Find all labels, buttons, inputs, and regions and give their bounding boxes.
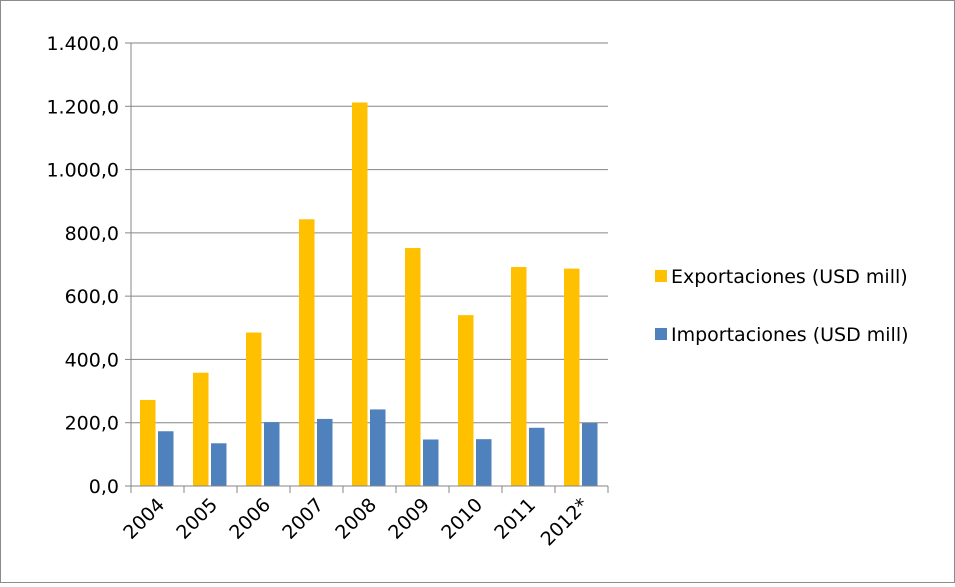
import-bar-2008 bbox=[370, 409, 386, 486]
y-tick-label: 1.200,0 bbox=[46, 96, 119, 118]
x-tick-label: 2007 bbox=[278, 494, 328, 544]
x-tick-label: 2005 bbox=[172, 494, 222, 544]
import-bar-2012 bbox=[582, 423, 598, 486]
legend-swatch bbox=[655, 328, 667, 340]
x-tick-label: 2012* bbox=[537, 494, 593, 550]
export-bar-2004 bbox=[140, 399, 156, 486]
import-bar-2005 bbox=[211, 443, 227, 486]
import-bar-2009 bbox=[423, 439, 439, 486]
export-bar-2006 bbox=[246, 332, 262, 486]
y-tick-label: 1.000,0 bbox=[46, 160, 119, 182]
gridlines bbox=[131, 42, 608, 424]
import-bar-2010 bbox=[476, 439, 492, 486]
export-bar-2012 bbox=[564, 268, 580, 486]
y-tick-label: 600,0 bbox=[65, 286, 119, 308]
export-bar-2011 bbox=[511, 267, 527, 486]
import-bar-2004 bbox=[158, 431, 174, 486]
y-tick-labels: 0,0 200,0 400,0 600,0 800,0 1.000,0 1.200,0 1.4… bbox=[46, 33, 119, 498]
bars bbox=[140, 102, 598, 486]
y-tick-label: 400,0 bbox=[65, 349, 119, 371]
import-bar-2011 bbox=[529, 427, 545, 486]
legend-label: Importaciones (USD mill) bbox=[671, 324, 909, 346]
x-tick-label: 2008 bbox=[331, 494, 381, 544]
axes bbox=[125, 42, 609, 493]
y-tick-label: 800,0 bbox=[65, 223, 119, 245]
import-bar-2006 bbox=[264, 422, 280, 486]
legend-swatch bbox=[655, 270, 667, 282]
export-bar-2007 bbox=[299, 219, 315, 486]
legend: Exportaciones (USD mill) Importaciones (U… bbox=[655, 266, 909, 346]
legend-label: Exportaciones (USD mill) bbox=[671, 266, 908, 288]
y-tick-label: 0,0 bbox=[89, 476, 119, 498]
y-tick-label: 200,0 bbox=[65, 413, 119, 435]
x-tick-label: 2004 bbox=[119, 494, 169, 544]
y-tick-label: 1.400,0 bbox=[46, 33, 119, 55]
x-tick-label: 2010 bbox=[437, 494, 487, 544]
x-tick-label: 2011 bbox=[490, 494, 540, 544]
export-bar-2009 bbox=[405, 248, 421, 486]
x-tick-label: 2006 bbox=[225, 494, 275, 544]
x-tick-label: 2009 bbox=[384, 494, 434, 544]
import-bar-2007 bbox=[317, 418, 333, 486]
export-bar-2005 bbox=[193, 372, 209, 486]
export-bar-2008 bbox=[352, 102, 368, 486]
export-bar-2010 bbox=[458, 315, 474, 486]
